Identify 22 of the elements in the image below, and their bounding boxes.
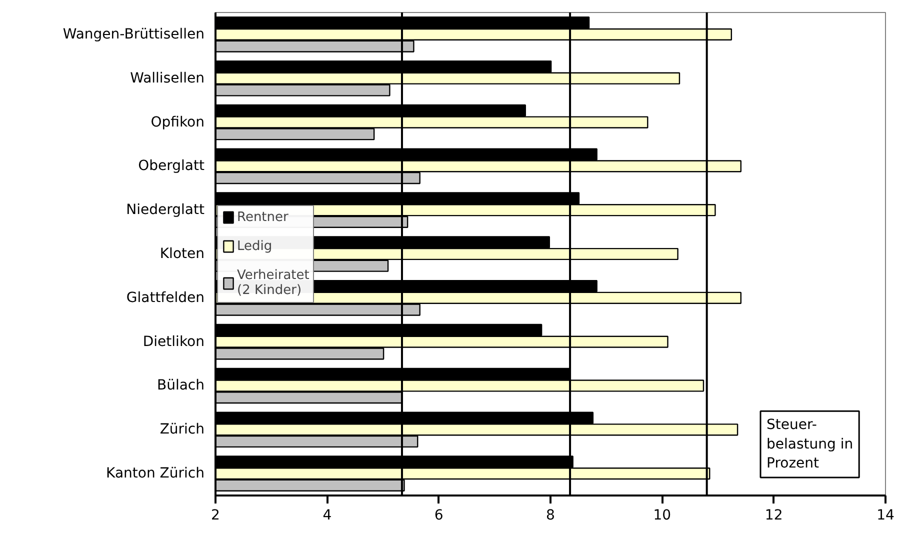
x-tick-label: 6 (434, 508, 444, 524)
legend-label: Ledig (237, 238, 272, 254)
legend-label: Verheiratet (2 Kinder) (237, 268, 310, 298)
x-tick-label: 10 (653, 508, 672, 524)
y-tick-label: Wangen-Brüttisellen (62, 26, 205, 42)
y-tick-label: Niederglatt (126, 202, 206, 218)
y-tick-label: Oberglatt (138, 158, 206, 174)
y-tick-label: Bülach (156, 378, 205, 394)
legend-label: Rentner (237, 210, 288, 224)
y-tick-label: Dietlikon (142, 334, 205, 350)
x-tick-label: 14 (876, 508, 894, 524)
y-tick-label: Kanton Zürich (106, 466, 205, 482)
y-tick-label: Kloten (160, 246, 205, 262)
y-tick-label: Opfikon (150, 114, 205, 130)
x-tick-label: 4 (322, 508, 332, 524)
y-tick-label: Zürich (160, 422, 205, 438)
x-tick-label: 8 (546, 508, 555, 524)
annotation: Steuer- belastung in Prozent (766, 417, 854, 472)
y-tick-label: Glattfelden (126, 290, 205, 306)
x-tick-label: 12 (764, 508, 783, 524)
y-tick-label: Wallisellen (130, 70, 205, 86)
x-tick-label: 2 (211, 508, 220, 524)
